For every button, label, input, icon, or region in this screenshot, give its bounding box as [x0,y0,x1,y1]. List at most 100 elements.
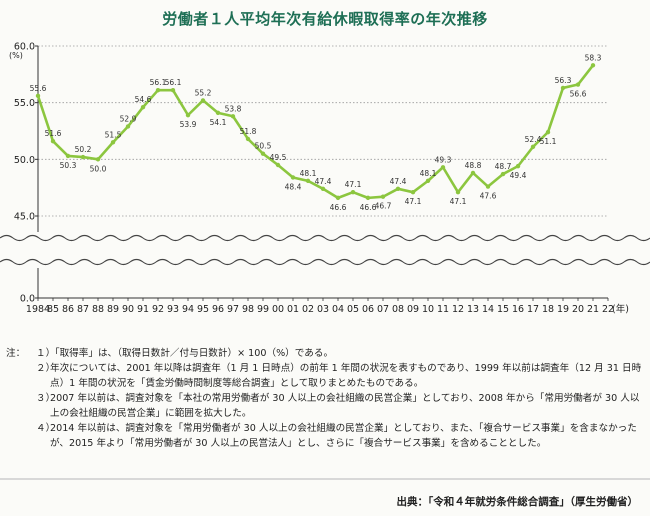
data-point [260,151,266,156]
data-point [200,98,206,103]
x-tick-label: 92 [152,304,164,315]
x-tick-label: 15 [497,304,509,315]
x-tick-label: 00 [272,304,284,315]
x-tick-label: 09 [407,304,419,315]
data-point [395,186,401,191]
x-tick-label: 19 [557,304,569,315]
y-axis-unit: (%) [9,51,23,60]
data-point [245,136,251,142]
x-tick-label: 86 [62,304,74,315]
data-point [125,124,131,129]
data-point [365,195,371,201]
data-label: 53.9 [180,120,197,129]
data-point [215,110,221,116]
data-labels: 55.6 51.6 50.3 50.2 50.0 51.5 52.9 54.6 56.156.1… [30,53,602,212]
data-point [155,88,161,93]
data-label: 46.6 [360,203,377,212]
data-point [410,190,416,195]
data-label: 51.6 [45,129,62,138]
x-tick-label: 07 [377,304,389,315]
data-point [290,175,296,180]
data-point [575,82,581,87]
data-point [170,88,176,93]
x-tick-label: 14 [482,304,494,315]
data-label: 50.2 [75,145,92,154]
x-tick-label: 21 [587,304,599,315]
chart-title: 労働者１人平均年次有給休暇取得率の年次推移 [162,10,488,28]
data-label: 49.5 [270,153,287,162]
x-tick-label: 03 [317,304,329,315]
x-tick-label: 89 [107,304,119,315]
divider [0,478,650,480]
x-tick-label: 11 [437,304,449,315]
notes: 注： １） 「取得率」は、（取得日数計／付与日数計）× 100（%）である。 ２）… [6,346,642,451]
data-point [530,144,536,150]
data-label: 55.2 [195,88,212,97]
data-point [485,184,491,189]
x-tick-label: 05 [347,304,359,315]
data-point [350,190,356,195]
data-label: 54.6 [135,95,152,104]
data-point [140,105,146,110]
y-tick-label: 45.0 [14,212,35,223]
data-point [35,93,41,99]
data-point [590,63,596,68]
y-tick-label: 55.0 [14,98,35,109]
data-point [515,163,521,169]
x-tick-label: 02 [302,304,314,315]
data-label: 56.1 [165,78,182,87]
data-label: 48.4 [285,182,302,191]
x-tick-label: 18 [542,304,554,315]
x-tick-label: 13 [467,304,479,315]
x-tick-label: 98 [242,304,254,315]
x-tick-label: 96 [212,304,224,315]
data-point [455,190,461,195]
data-label: 50.5 [255,142,272,151]
data-point [65,153,71,159]
data-point [275,162,281,168]
note-4: ４） 2014 年以前は、調査対象を「常用労働者が 30 人以上の会社組織の民営企… [36,423,637,449]
series-line [36,64,595,200]
data-label: 53.8 [225,104,242,113]
data-label: 56.6 [570,90,587,99]
data-label: 48.7 [495,162,512,171]
x-axis-unit: (年) [612,303,629,315]
y-tick-label: 50.0 [14,155,35,166]
data-label: 47.4 [315,177,332,186]
data-label: 55.6 [30,84,47,93]
data-point [380,194,386,199]
x-tick-label: 87 [77,304,89,315]
note-2: ２） 年次については、2001 年以降は調査年（1 月 1 日時点）の前年 1 年… [36,363,642,389]
axis-break-wave [0,258,650,266]
x-tick-label: 99 [257,304,269,315]
x-tick-label: 88 [92,304,104,315]
data-label: 47.6 [480,192,497,201]
x-tick-label: 08 [392,304,404,315]
data-label: 58.3 [585,53,602,62]
data-label: 50.3 [60,161,77,170]
data-point [335,195,341,201]
data-label: 52.4 [525,135,542,144]
x-tick-label: 85 [47,304,59,315]
data-label: 46.6 [330,203,347,212]
data-label: 47.4 [390,177,407,186]
note-3: ３） 2007 年以前は、調査対象を「本社の常用労働者が 30 人以上の会社組織の… [36,393,640,419]
x-tick-label: 12 [452,304,464,315]
data-label: 51.5 [105,130,122,139]
data-point [545,129,551,135]
data-point [440,165,446,170]
data-label: 49.3 [435,155,452,164]
data-label: 46.7 [375,202,392,211]
data-label: 52.9 [120,114,137,123]
data-point [80,154,86,160]
x-tick-label: 90 [122,304,134,315]
data-point [560,85,566,91]
data-label: 54.1 [210,118,227,127]
x-tick-label: 1984 [26,304,50,315]
x-tick-label: 04 [332,304,344,315]
data-point [230,114,236,119]
data-label: 49.4 [510,171,527,180]
data-point [320,186,326,191]
data-label: 47.1 [450,197,467,206]
